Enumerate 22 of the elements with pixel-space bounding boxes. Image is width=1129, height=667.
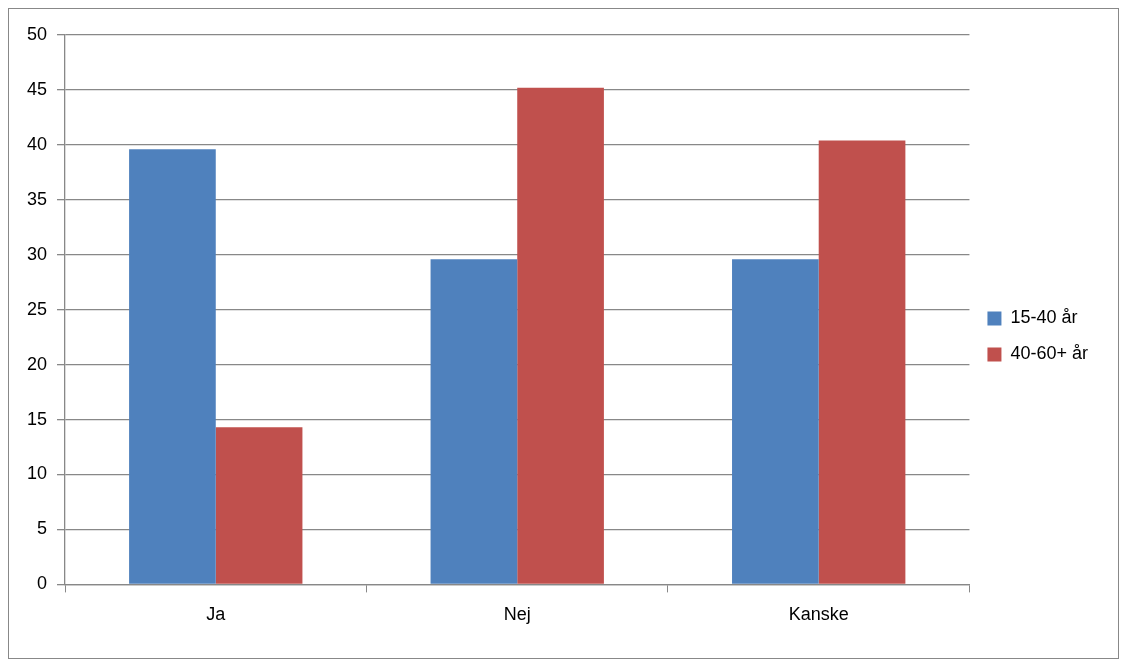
- y-tick-label: 15: [26, 408, 48, 429]
- bar: [732, 259, 819, 584]
- bar: [517, 87, 604, 584]
- legend-label: 40-60+ år: [1010, 343, 1089, 364]
- y-tick-label: 50: [26, 23, 48, 44]
- legend-label: 15-40 år: [1010, 307, 1078, 328]
- y-tick-label: 35: [26, 188, 48, 209]
- y-tick-label: 0: [37, 573, 48, 594]
- y-tick-label: 5: [37, 518, 48, 539]
- y-tick-label: 20: [26, 353, 48, 374]
- x-tick-label: Nej: [503, 604, 531, 625]
- x-tick-label: Kanske: [788, 604, 849, 625]
- bar: [215, 427, 303, 584]
- bar: [430, 259, 518, 584]
- x-tick-label: Ja: [206, 604, 227, 625]
- bar: [818, 140, 906, 584]
- y-tick-label: 40: [26, 133, 48, 154]
- y-tick-label: 45: [26, 78, 48, 99]
- bar: [129, 149, 216, 584]
- y-tick-label: 25: [26, 298, 48, 319]
- y-tick-label: 10: [26, 463, 48, 484]
- y-tick-label: 30: [26, 243, 48, 264]
